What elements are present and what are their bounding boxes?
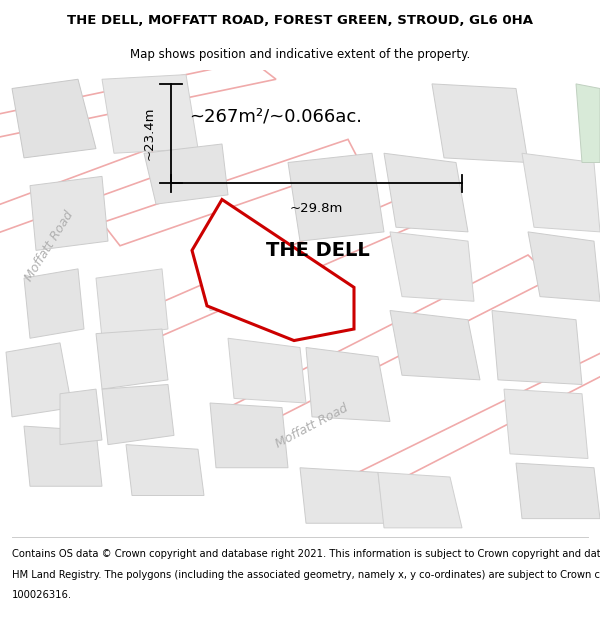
Polygon shape (102, 139, 360, 246)
Polygon shape (576, 84, 600, 162)
Polygon shape (132, 195, 432, 338)
Polygon shape (24, 426, 102, 486)
Text: Map shows position and indicative extent of the property.: Map shows position and indicative extent… (130, 48, 470, 61)
Polygon shape (522, 153, 600, 232)
Polygon shape (96, 269, 168, 338)
Text: HM Land Registry. The polygons (including the associated geometry, namely x, y c: HM Land Registry. The polygons (includin… (12, 569, 600, 579)
Polygon shape (432, 84, 528, 162)
Polygon shape (228, 338, 306, 403)
Polygon shape (504, 389, 588, 459)
Polygon shape (6, 343, 72, 417)
Polygon shape (300, 468, 384, 523)
Polygon shape (126, 444, 204, 496)
Text: Contains OS data © Crown copyright and database right 2021. This information is : Contains OS data © Crown copyright and d… (12, 549, 600, 559)
Polygon shape (60, 389, 102, 444)
Polygon shape (306, 348, 390, 421)
Text: ~29.8m: ~29.8m (290, 202, 343, 215)
Polygon shape (330, 348, 600, 509)
Text: THE DELL, MOFFATT ROAD, FOREST GREEN, STROUD, GL6 0HA: THE DELL, MOFFATT ROAD, FOREST GREEN, ST… (67, 14, 533, 28)
Text: 100026316.: 100026316. (12, 590, 72, 600)
Polygon shape (288, 153, 384, 241)
Polygon shape (144, 144, 228, 204)
Polygon shape (228, 255, 552, 431)
Polygon shape (378, 472, 462, 528)
Polygon shape (30, 176, 108, 251)
Polygon shape (384, 153, 468, 232)
Polygon shape (12, 79, 96, 158)
Polygon shape (0, 149, 168, 236)
Text: Moffatt Road: Moffatt Road (274, 401, 350, 451)
Polygon shape (0, 61, 276, 139)
Polygon shape (210, 403, 288, 468)
Polygon shape (204, 246, 282, 311)
Text: ~267m²/~0.066ac.: ~267m²/~0.066ac. (190, 107, 362, 125)
Text: THE DELL: THE DELL (266, 241, 370, 260)
Text: Moffatt Road: Moffatt Road (22, 208, 76, 283)
Polygon shape (390, 232, 474, 301)
Polygon shape (102, 384, 174, 444)
Polygon shape (390, 311, 480, 380)
Polygon shape (528, 232, 600, 301)
Polygon shape (102, 74, 198, 153)
Polygon shape (516, 463, 600, 519)
Polygon shape (192, 199, 354, 341)
Polygon shape (96, 329, 168, 389)
Polygon shape (24, 269, 84, 338)
Polygon shape (492, 311, 582, 384)
Text: ~23.4m: ~23.4m (143, 107, 156, 161)
